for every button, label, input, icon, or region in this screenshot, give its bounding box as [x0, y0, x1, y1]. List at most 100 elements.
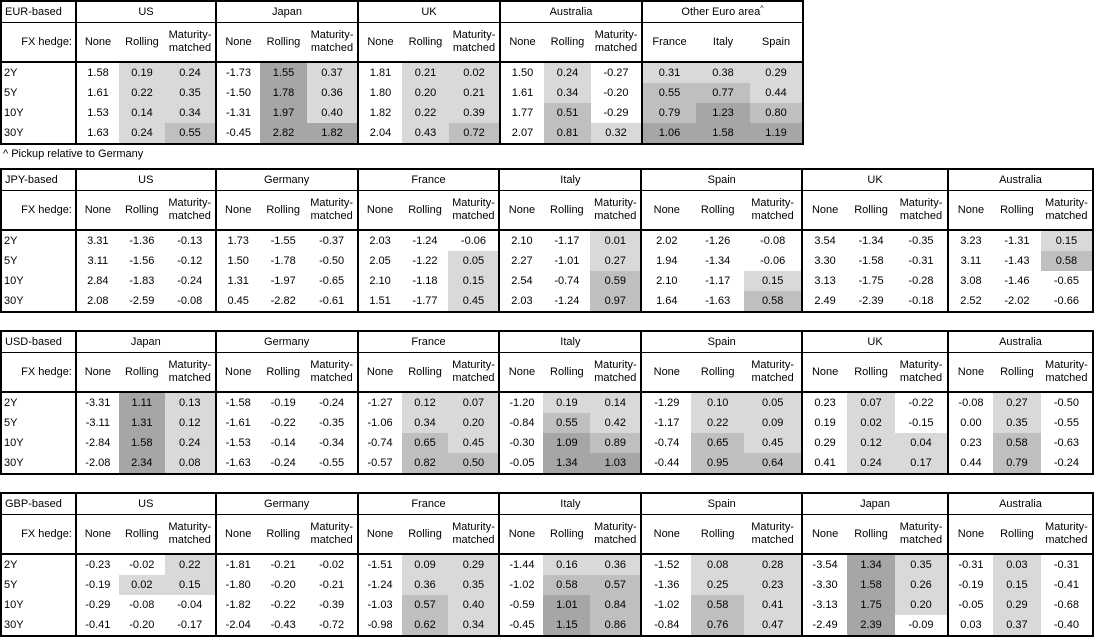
country-name: Japan	[860, 498, 891, 510]
yield-cell: -1.06	[356, 413, 402, 433]
country-name: UK	[867, 336, 883, 348]
yield-cell: 0.35	[165, 83, 216, 103]
yield-cell: 0.22	[164, 554, 216, 575]
yield-cell: 3.23	[946, 230, 993, 251]
fx-hedge-label: FX hedge:	[1, 352, 76, 393]
yield-cell: 2.03	[498, 291, 544, 312]
country-name: Other Euro area	[681, 6, 761, 18]
yield-cell: 0.41	[744, 595, 803, 615]
yield-cell: -0.98	[356, 615, 402, 636]
hedge-column-header: Rolling	[543, 190, 591, 231]
hedge-column-header: None	[801, 514, 848, 555]
yield-cell: 0.15	[992, 575, 1041, 595]
yield-cell: -0.65	[1053, 275, 1079, 287]
tenor-label: 5Y	[1, 575, 76, 595]
hedge-column-header: Rolling	[259, 190, 307, 231]
yield-cell: -0.41	[74, 615, 119, 636]
yield-cell: 0.14	[119, 103, 165, 123]
yield-cell: 3.13	[801, 271, 848, 291]
yield-cell: 0.40	[448, 595, 500, 615]
yield-cell: -0.40	[1053, 619, 1079, 631]
yield-cell: 1.31	[214, 271, 260, 291]
yield-cell: 0.28	[744, 554, 803, 575]
yield-cell: 0.16	[543, 554, 591, 575]
yield-cell: 0.50	[448, 453, 500, 474]
yield-cell: 0.40	[307, 103, 358, 123]
country-group-header: Australia	[946, 331, 1093, 353]
yield-cell: 0.36	[590, 554, 642, 575]
country-group-header: Spain	[640, 493, 803, 515]
yield-cell: 0.86	[590, 615, 642, 636]
yield-cell: 0.15	[448, 271, 500, 291]
country-name: Germany	[264, 498, 310, 510]
country-group-header: Italy	[498, 493, 642, 515]
yield-cell: 1.50	[214, 251, 260, 271]
hedge-column-header: Rolling	[847, 514, 896, 555]
tenor-row: 5Y 1.61 0.22 0.35 -1.50 1.78 0.36 1.80 0.20 0.21 1…	[1, 83, 803, 103]
yield-cell: -1.75	[858, 275, 884, 287]
yield-cell: -0.18	[908, 295, 934, 307]
yield-cell: -0.50	[319, 255, 345, 267]
yield-cell: 0.19	[543, 392, 591, 413]
yield-cell: 3.11	[74, 251, 119, 271]
yield-cell: 0.34	[165, 103, 216, 123]
yield-cell: -0.66	[1053, 295, 1079, 307]
yield-cell: 0.44	[750, 83, 803, 103]
yield-cell: -0.05	[498, 453, 544, 474]
country-group-header: Other Euro area^	[641, 1, 803, 23]
hedge-column-header: Maturity-matched	[448, 352, 500, 393]
yield-cell: 0.12	[401, 392, 449, 413]
tenor-row: 5Y 3.11 -1.56 -0.12 1.50 -1.78 -0.50 2.05 -1.22 0…	[1, 251, 1093, 271]
yield-cell: -0.27	[603, 67, 629, 79]
hedge-column-header: Maturity-matched	[1040, 514, 1093, 555]
yield-cell: 0.22	[119, 83, 165, 103]
yield-cell: -2.82	[270, 295, 296, 307]
yield-cell: 0.34	[544, 83, 591, 103]
yield-cell: 1.82	[357, 103, 402, 123]
tenor-row: 2Y -3.31 1.11 0.13 -1.58 -0.19 -0.24 -1.27 0.12 0…	[1, 392, 1093, 413]
yield-cell: -2.02	[1004, 295, 1030, 307]
yield-cell: 0.07	[448, 392, 500, 413]
yield-cell: 0.95	[691, 453, 745, 474]
yield-cell: -0.02	[319, 559, 345, 571]
yield-cell: 2.27	[498, 251, 544, 271]
fx-hedge-label: FX hedge:	[1, 514, 76, 555]
hedge-column-header: None	[357, 22, 402, 63]
yield-cell: -0.24	[319, 397, 345, 409]
base-currency-label: GBP-based	[1, 493, 76, 515]
yield-cell: -0.08	[177, 295, 203, 307]
tenor-row: 10Y 2.84 -1.83 -0.24 1.31 -1.97 -0.65 2.10 -1.18…	[1, 271, 1093, 291]
yield-cell: 1.61	[75, 83, 119, 103]
yield-cell: 1.58	[696, 123, 750, 144]
yield-cell: 2.54	[498, 271, 544, 291]
yield-cell: 2.05	[356, 251, 402, 271]
yield-cell: 1.11	[118, 392, 165, 413]
yield-cell: 2.08	[74, 291, 119, 312]
yield-cell: 0.79	[992, 453, 1041, 474]
yield-cell: -1.36	[640, 575, 692, 595]
yield-cell: 1.81	[357, 62, 402, 83]
tenor-label: 30Y	[1, 123, 76, 144]
yield-cell: 1.06	[641, 123, 696, 144]
yield-cell: 3.11	[946, 251, 993, 271]
yield-cell: 0.58	[543, 575, 591, 595]
yield-cell: 0.58	[992, 433, 1041, 453]
country-name: Spain	[707, 498, 736, 510]
yield-cell: 2.10	[640, 271, 692, 291]
yield-cell: 1.61	[499, 83, 544, 103]
yield-cell: -0.20	[129, 619, 155, 631]
country-group-header: Australia	[946, 169, 1093, 191]
yield-cell: -0.68	[1053, 599, 1079, 611]
yield-cell: -1.81	[214, 554, 260, 575]
hedge-column-header: Maturity-matched	[895, 352, 948, 393]
yield-table: GBP-based US Germany France Italy Spain Japan A…	[0, 492, 1094, 637]
yield-cell: -3.54	[801, 554, 848, 575]
hedge-column-header: None	[640, 514, 692, 555]
yield-cell: -0.74	[640, 433, 692, 453]
yield-cell: -2.49	[801, 615, 848, 636]
yield-cell: 0.55	[543, 413, 591, 433]
yield-cell: 0.23	[801, 392, 848, 413]
yield-cell: 0.17	[895, 453, 948, 474]
yield-cell: 0.65	[691, 433, 745, 453]
yield-cell: 0.19	[801, 413, 848, 433]
